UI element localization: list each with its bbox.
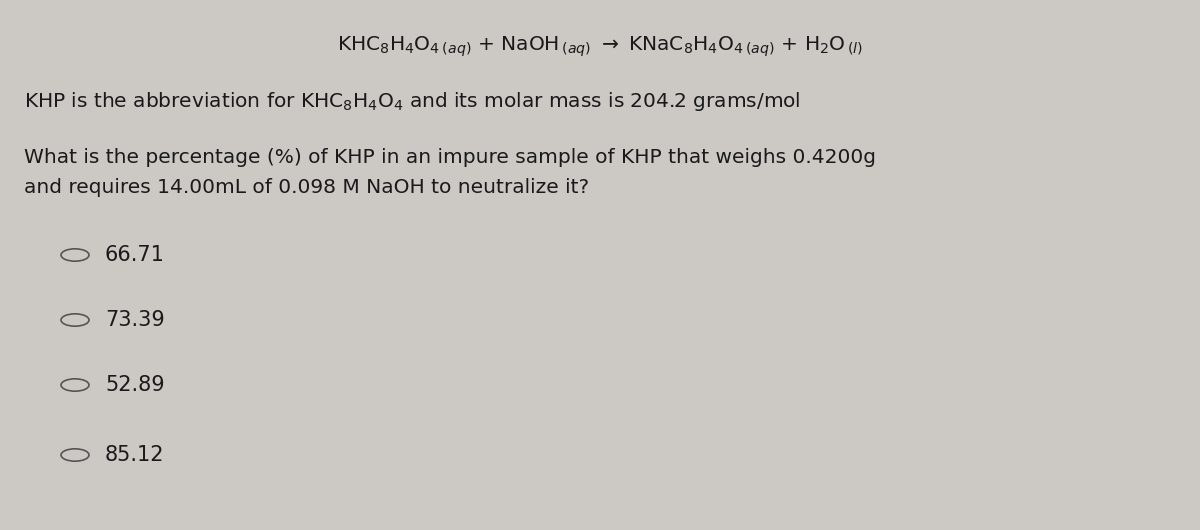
- Text: 52.89: 52.89: [106, 375, 164, 395]
- Text: KHP is the abbreviation for KHC$_8$H$_4$O$_4$ and its molar mass is 204.2 grams/: KHP is the abbreviation for KHC$_8$H$_4$…: [24, 90, 800, 113]
- Text: and requires 14.00mL of 0.098 M NaOH to neutralize it?: and requires 14.00mL of 0.098 M NaOH to …: [24, 178, 589, 197]
- Text: 73.39: 73.39: [106, 310, 164, 330]
- Text: KHC$_8$H$_4$O$_4$$_{\,(aq)}$ + NaOH$_{\,(aq)}$ $\rightarrow$ KNaC$_8$H$_4$O$_4$$: KHC$_8$H$_4$O$_4$$_{\,(aq)}$ + NaOH$_{\,…: [337, 35, 863, 59]
- Text: 66.71: 66.71: [106, 245, 164, 265]
- Text: What is the percentage (%) of KHP in an impure sample of KHP that weighs 0.4200g: What is the percentage (%) of KHP in an …: [24, 148, 876, 167]
- Text: 85.12: 85.12: [106, 445, 164, 465]
